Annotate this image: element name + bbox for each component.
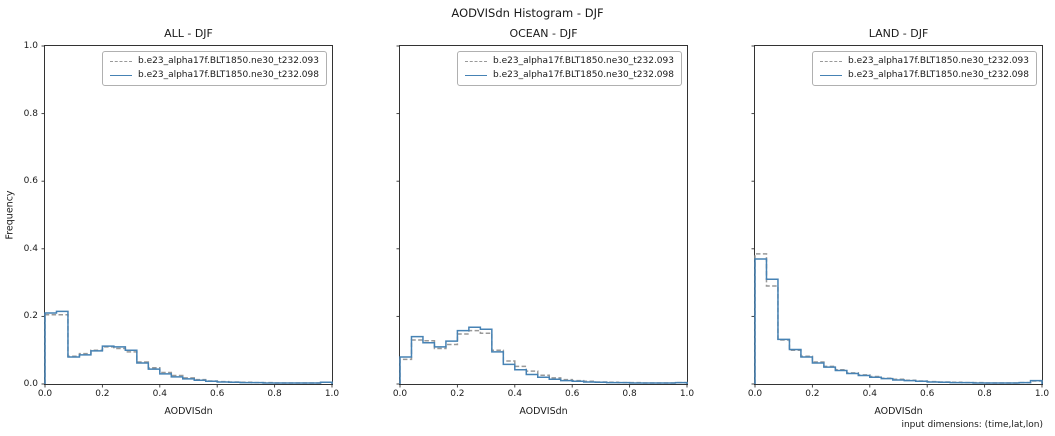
x-axis-ticks: 0.0 0.2 0.4 0.6 0.8 1.0 bbox=[393, 389, 694, 401]
x-tick-label: 0.2 bbox=[805, 389, 820, 399]
x-tick-label: 0.8 bbox=[622, 389, 637, 399]
x-tick-label: 0.6 bbox=[920, 389, 935, 399]
x-tick-label: 0.2 bbox=[95, 389, 110, 399]
histogram-step-line-solid bbox=[754, 258, 1043, 384]
figure-title: AODVISdn Histogram - DJF bbox=[451, 6, 604, 20]
legend-entry: b.e23_alpha17f.BLT1850.ne30_t232.093 bbox=[465, 56, 674, 67]
subplot-title: ALL - DJF bbox=[164, 27, 213, 40]
x-tick-label: 1.0 bbox=[324, 389, 340, 399]
histogram-plot bbox=[396, 45, 688, 388]
y-axis-label: Frequency bbox=[4, 190, 16, 240]
x-axis-label: AODVISdn bbox=[874, 406, 923, 417]
histogram-step-line-dashed bbox=[399, 329, 688, 384]
x-tick-label: 1.0 bbox=[679, 389, 695, 399]
x-tick-label: 0.4 bbox=[152, 389, 167, 399]
legend-label: b.e23_alpha17f.BLT1850.ne30_t232.093 bbox=[848, 56, 1029, 66]
histogram-step-line-solid bbox=[399, 326, 688, 384]
histogram-step-line-dashed bbox=[754, 253, 1043, 384]
legend-label: b.e23_alpha17f.BLT1850.ne30_t232.093 bbox=[493, 56, 674, 66]
x-tick-label: 0.0 bbox=[747, 389, 763, 399]
subplot-ocean: OCEAN - DJF b.e23_alpha17f.BLT1850.ne30_… bbox=[393, 27, 694, 417]
x-axis-label: AODVISdn bbox=[164, 406, 213, 417]
histogram-plot bbox=[751, 45, 1043, 388]
legend-entry: b.e23_alpha17f.BLT1850.ne30_t232.093 bbox=[820, 56, 1029, 67]
x-tick-label: 0.8 bbox=[267, 389, 282, 399]
dashed-line-sample bbox=[110, 61, 132, 62]
legend-label: b.e23_alpha17f.BLT1850.ne30_t232.098 bbox=[493, 70, 674, 80]
x-tick-label: 0.0 bbox=[392, 389, 408, 399]
legend-entry: b.e23_alpha17f.BLT1850.ne30_t232.098 bbox=[110, 70, 319, 81]
y-tick-label: 0.0 bbox=[23, 379, 38, 389]
x-tick-label: 0.6 bbox=[210, 389, 225, 399]
y-axis-ticks: 0.0 0.2 0.4 0.6 0.8 1.0 bbox=[10, 41, 38, 389]
legend-label: b.e23_alpha17f.BLT1850.ne30_t232.093 bbox=[138, 56, 319, 66]
y-tick-label: 1.0 bbox=[23, 41, 38, 51]
legend-entry: b.e23_alpha17f.BLT1850.ne30_t232.093 bbox=[110, 56, 319, 67]
histogram-plot bbox=[41, 45, 333, 388]
y-tick-label: 0.2 bbox=[23, 311, 38, 322]
legend-entry: b.e23_alpha17f.BLT1850.ne30_t232.098 bbox=[820, 70, 1029, 81]
x-tick-label: 0.2 bbox=[450, 389, 465, 399]
x-axis-label: AODVISdn bbox=[519, 406, 568, 417]
x-tick-label: 0.0 bbox=[37, 389, 53, 399]
solid-line-sample bbox=[110, 75, 132, 76]
input-dimensions-note: input dimensions: (time,lat,lon) bbox=[901, 420, 1043, 430]
dashed-line-sample bbox=[465, 61, 487, 62]
x-tick-label: 1.0 bbox=[1034, 389, 1050, 399]
y-tick-label: 0.4 bbox=[23, 243, 38, 254]
solid-line-sample bbox=[820, 75, 842, 76]
subplot-all: ALL - DJF b.e23_alpha17f.BLT1850.ne30_t2… bbox=[5, 27, 340, 417]
subplot-title: LAND - DJF bbox=[868, 27, 929, 40]
x-tick-label: 0.4 bbox=[862, 389, 877, 399]
plot-area: b.e23_alpha17f.BLT1850.ne30_t232.093 b.e… bbox=[396, 45, 688, 388]
x-tick-label: 0.6 bbox=[565, 389, 580, 399]
legend: b.e23_alpha17f.BLT1850.ne30_t232.093 b.e… bbox=[102, 51, 327, 86]
plot-area: b.e23_alpha17f.BLT1850.ne30_t232.093 b.e… bbox=[41, 45, 333, 388]
legend-label: b.e23_alpha17f.BLT1850.ne30_t232.098 bbox=[138, 70, 319, 80]
subplot-title: OCEAN - DJF bbox=[509, 27, 578, 40]
legend-label: b.e23_alpha17f.BLT1850.ne30_t232.098 bbox=[848, 70, 1029, 80]
y-tick-label: 0.6 bbox=[23, 176, 38, 187]
subplot-land: LAND - DJF b.e23_alpha17f.BLT1850.ne30_t… bbox=[748, 27, 1049, 417]
x-axis-ticks: 0.0 0.2 0.4 0.6 0.8 1.0 bbox=[748, 389, 1049, 401]
dashed-line-sample bbox=[820, 61, 842, 62]
x-tick-label: 0.8 bbox=[977, 389, 992, 399]
x-tick-label: 0.4 bbox=[507, 389, 522, 399]
legend-entry: b.e23_alpha17f.BLT1850.ne30_t232.098 bbox=[465, 70, 674, 81]
legend: b.e23_alpha17f.BLT1850.ne30_t232.093 b.e… bbox=[457, 51, 682, 86]
histogram-step-line-solid bbox=[44, 310, 333, 384]
x-axis-ticks: 0.0 0.2 0.4 0.6 0.8 1.0 bbox=[38, 389, 339, 401]
y-tick-label: 0.8 bbox=[23, 108, 38, 119]
histogram-step-line-dashed bbox=[44, 313, 333, 384]
plot-area: b.e23_alpha17f.BLT1850.ne30_t232.093 b.e… bbox=[751, 45, 1043, 388]
legend: b.e23_alpha17f.BLT1850.ne30_t232.093 b.e… bbox=[812, 51, 1037, 86]
solid-line-sample bbox=[465, 75, 487, 76]
